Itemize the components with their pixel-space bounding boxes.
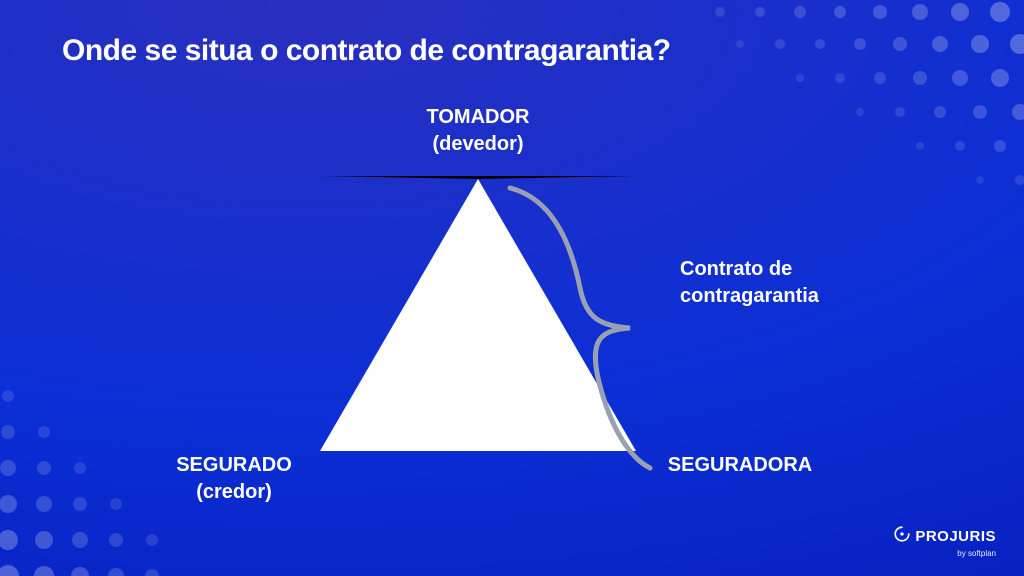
vertex-label-right-main: SEGURADORA [620,452,860,479]
vertex-label-top: TOMADOR (devedor) [358,104,598,158]
slide-title: Onde se situa o contrato de contragarant… [62,34,671,68]
annotation-line1: Contrato de [680,256,819,283]
vertex-label-left-sub: (credor) [114,479,354,506]
brace-shape [500,168,720,488]
brand-logo: PROJURIS by softplan [893,525,996,558]
slide-root: Onde se situa o contrato de contragarant… [0,0,1024,576]
vertex-label-top-main: TOMADOR [358,104,598,131]
annotation-line2: contragarantia [680,283,819,310]
vertex-label-top-sub: (devedor) [358,131,598,158]
logo-icon [893,525,911,547]
brace-annotation: Contrato de contragarantia [680,256,819,310]
vertex-label-left-main: SEGURADO [114,452,354,479]
logo-text: PROJURIS [915,528,996,545]
vertex-label-left: SEGURADO (credor) [114,452,354,506]
logo-subtext: by softplan [893,549,996,558]
vertex-label-right: SEGURADORA [620,452,860,479]
